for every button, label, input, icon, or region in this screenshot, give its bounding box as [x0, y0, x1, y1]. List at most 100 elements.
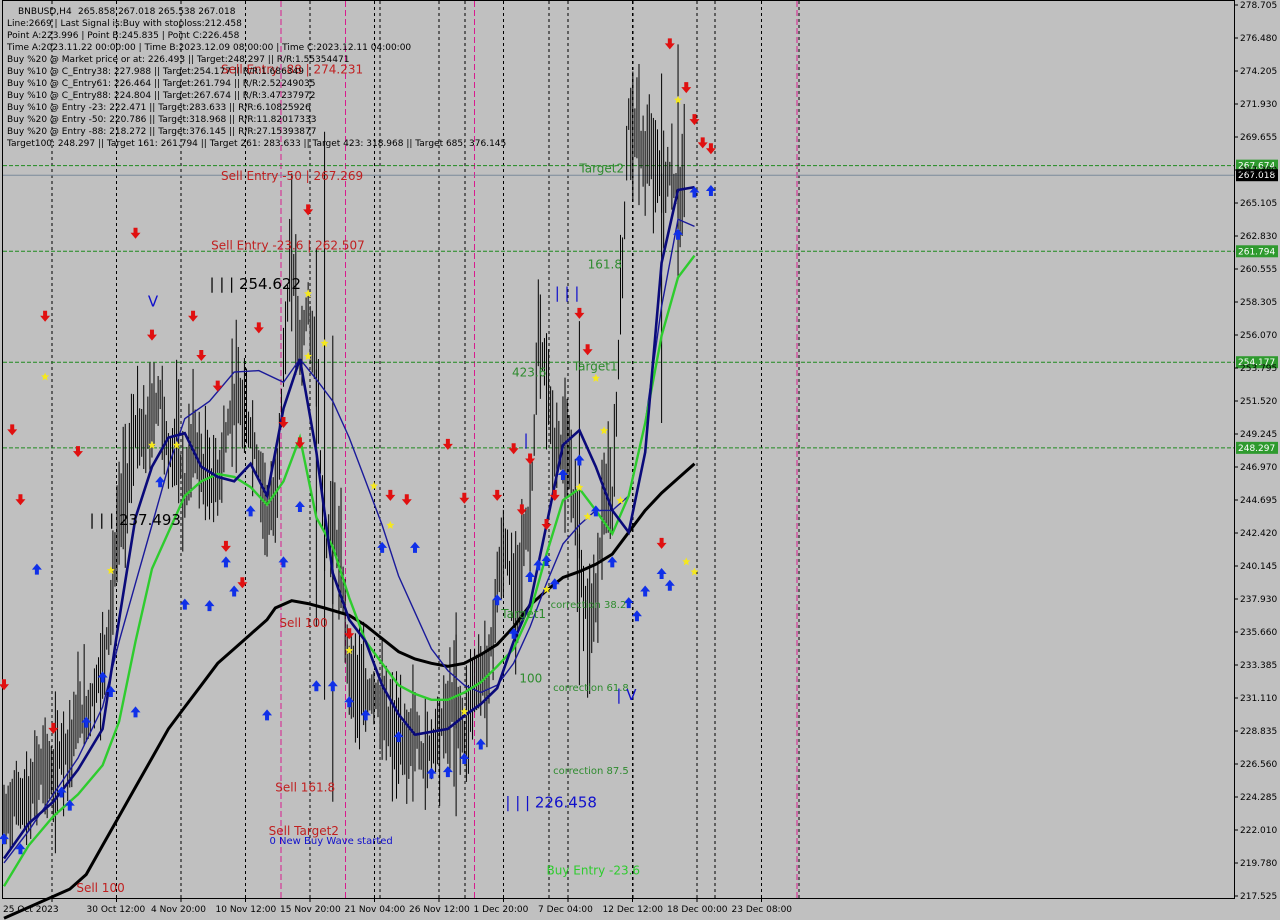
time-tick-label: 26 Nov 12:00: [409, 905, 470, 915]
buy-arrow: [673, 228, 684, 240]
buy-arrow: [475, 738, 486, 750]
symbol-label: BNBUSD,H4: [18, 7, 72, 17]
chart-annotation: Target1: [500, 607, 546, 621]
chart-annotation: correction 61.8: [553, 683, 629, 694]
chart-annotation: Sell 161.8: [275, 781, 335, 795]
signal-star: [583, 512, 592, 521]
buy-arrow: [557, 469, 568, 481]
buy-arrow: [360, 709, 371, 721]
signal-star: [369, 481, 378, 490]
sell-arrow: [508, 443, 519, 455]
info-line: Buy %10 @ C_Entry38: 227.988 || Target:2…: [7, 67, 304, 77]
signal-star: [542, 585, 551, 594]
chart-annotation: Target2: [578, 162, 624, 176]
sell-arrow: [549, 489, 560, 501]
buy-arrow: [426, 767, 437, 779]
buy-arrow: [574, 454, 585, 466]
sell-arrow: [664, 38, 675, 50]
buy-arrow: [64, 799, 75, 811]
chart-annotation: |: [524, 431, 529, 449]
signal-star: [304, 352, 313, 361]
price-tick-label: 278.705: [1240, 1, 1277, 11]
info-line: Buy %10 @ Entry -23: 222.471 || Target:2…: [7, 103, 311, 113]
info-line: Target100: 248.297 || Target 161: 261.79…: [6, 139, 506, 149]
price-tick-label: 219.780: [1240, 859, 1277, 869]
buy-arrow: [130, 706, 141, 718]
signal-star: [345, 646, 354, 655]
info-line: Buy %20 @ Entry -50: 220.786 || Target:3…: [7, 115, 317, 125]
sell-arrow: [212, 380, 223, 392]
chart-annotation: Sell 100: [279, 616, 327, 630]
buy-arrow: [549, 578, 560, 590]
signal-star: [682, 557, 691, 566]
current-price-tag: [1236, 169, 1278, 182]
moving-average-line: [2, 185, 695, 860]
time-tick-label: 4 Nov 20:00: [151, 905, 206, 915]
target-level-tag: [1236, 441, 1278, 454]
signal-star: [320, 338, 329, 347]
sell-arrow: [582, 344, 593, 356]
sell-arrow: [130, 227, 141, 239]
signal-star: [41, 372, 50, 381]
time-axis[interactable]: 25 Oct 2023 30 Oct 12:00 4 Nov 20:00 10 Nov…: [3, 898, 792, 915]
signal-arrows: [0, 38, 716, 855]
price-tick-label: 242.420: [1240, 529, 1277, 539]
chart-annotations: Sell Entry -88 | 274.231 Sell Entry -50 |…: [76, 63, 640, 895]
price-tick-label: 233.385: [1240, 661, 1277, 671]
buy-arrow: [525, 570, 536, 582]
chart-annotation: Sell Entry -23.6 | 262.507: [211, 239, 365, 253]
buy-arrow: [631, 610, 642, 622]
info-line: Buy %10 @ C_Entry61: 226.464 || Target:2…: [7, 79, 315, 89]
chart-annotation: 0 New Buy Wave started: [270, 836, 393, 847]
sell-arrow: [574, 307, 585, 319]
sell-arrow: [237, 577, 248, 589]
price-tick-label: 258.305: [1240, 298, 1277, 308]
price-tick-label: 249.245: [1240, 430, 1277, 440]
sell-arrow: [516, 504, 527, 516]
sell-arrow: [459, 492, 470, 504]
signal-star: [386, 520, 395, 529]
sell-arrow: [220, 540, 231, 552]
chart-annotation: | | |: [555, 284, 580, 302]
buy-arrow: [459, 753, 470, 765]
buy-arrow: [245, 505, 256, 517]
sell-arrow: [7, 424, 18, 436]
price-tick-label: 253.795: [1240, 364, 1277, 374]
info-line: Point A:223.996 | Point B:245.835 | Poin…: [7, 31, 240, 41]
target-level-label: 254.177: [1238, 358, 1275, 368]
chart-annotation: 100: [519, 671, 542, 685]
sell-arrow: [48, 722, 59, 734]
buy-arrow: [508, 627, 519, 639]
sell-arrow: [146, 329, 157, 341]
chart-annotation: | V: [616, 686, 637, 704]
time-tick-label: 25 Oct 2023: [3, 905, 59, 915]
buy-arrow: [640, 585, 651, 597]
price-tick-label: 276.480: [1240, 34, 1277, 44]
buy-arrow: [81, 716, 92, 728]
price-tick-label: 271.930: [1240, 100, 1277, 110]
price-tick-label: 222.010: [1240, 826, 1277, 836]
sell-arrow: [656, 537, 667, 549]
price-tick-label: 217.525: [1240, 892, 1277, 902]
sell-arrow: [385, 489, 396, 501]
buy-arrow: [229, 585, 240, 597]
time-tick-label: 10 Nov 12:00: [216, 905, 277, 915]
price-tick-label: 267.380: [1240, 166, 1277, 176]
price-axis[interactable]: 278.705 276.480 274.205 271.930 269.655 267.3…: [1234, 1, 1277, 902]
target-level-tag: [1236, 245, 1278, 258]
sell-arrow: [492, 489, 503, 501]
target-level-label: 261.794: [1238, 247, 1275, 257]
chart-annotation: correction 38.2: [551, 600, 627, 611]
sell-arrow: [541, 518, 552, 530]
sell-arrow: [253, 322, 264, 334]
chart-annotation: Sell Entry -88 | 274.231: [221, 63, 363, 77]
sell-arrow: [525, 453, 536, 465]
sell-arrow: [196, 350, 207, 362]
price-tick-label: 260.555: [1240, 265, 1277, 275]
signal-star: [674, 95, 683, 104]
info-line: Time A:2023.11.22 00:00:00 | Time B:2023…: [6, 43, 411, 53]
chart-annotation: 161.8: [588, 258, 622, 272]
buy-arrow: [294, 501, 305, 513]
buy-arrow: [97, 671, 108, 683]
